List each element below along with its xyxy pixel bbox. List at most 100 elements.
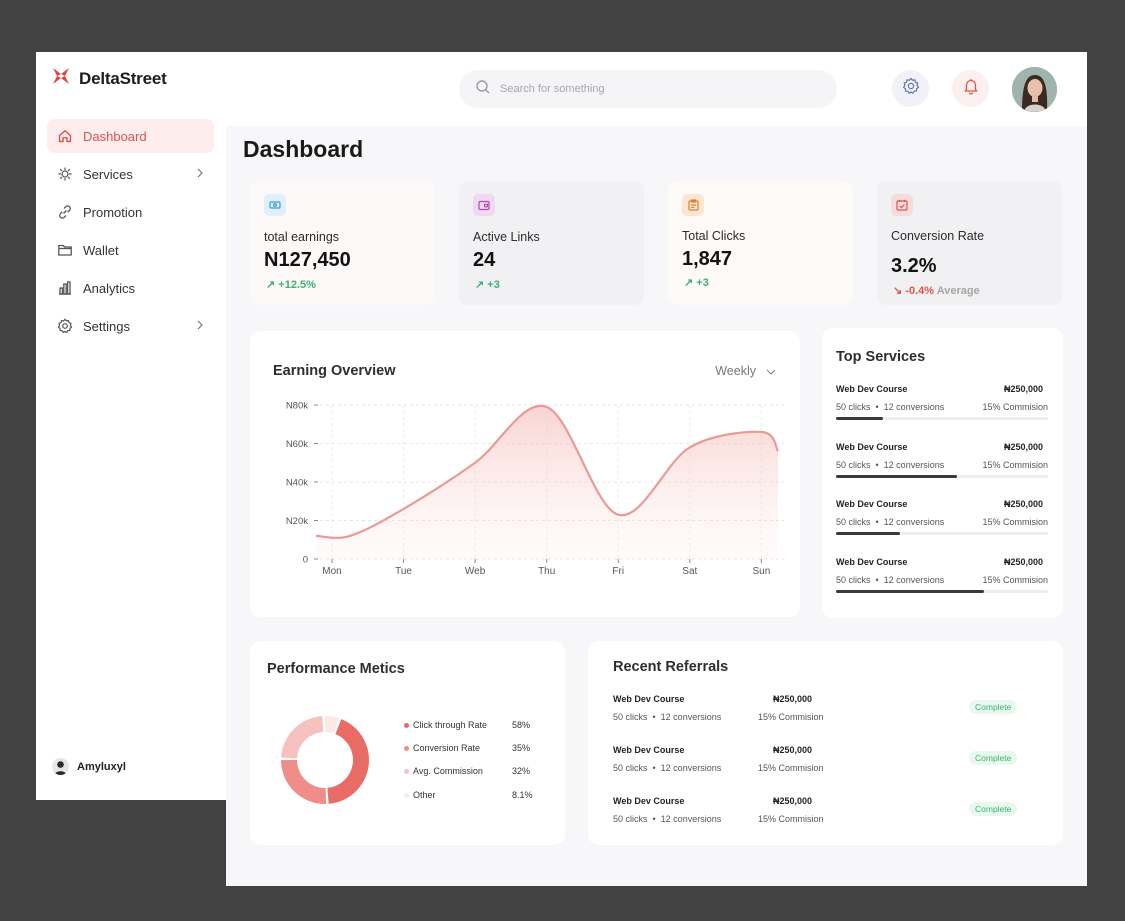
legend-value: 35%: [512, 743, 531, 753]
period-select-value: Weekly: [715, 364, 756, 378]
sidebar-item-services[interactable]: Services: [47, 157, 214, 191]
service-progress: [836, 532, 1048, 535]
sidebar-item-wallet[interactable]: Wallet: [47, 233, 214, 267]
sidebar-item-analytics[interactable]: Analytics: [47, 271, 214, 305]
stat-change: ↗ +3: [684, 276, 709, 289]
search-input[interactable]: [500, 83, 800, 95]
money-icon: [264, 194, 286, 216]
service-progress: [836, 417, 1048, 420]
stat-change: ↗ +12.5%: [266, 278, 316, 291]
sidebar-item-label: Analytics: [83, 280, 136, 296]
x-tick-label: Sat: [682, 566, 697, 577]
stat-label: Conversion Rate: [891, 229, 985, 243]
y-tick-label: N60k: [286, 439, 308, 450]
arrow-up-right-icon: ↗: [684, 277, 694, 289]
arrow-down-right-icon: ↘: [893, 285, 903, 297]
performance-donut-chart: [281, 716, 369, 804]
donut-slice: [281, 760, 327, 804]
folder-icon: [57, 242, 73, 258]
service-item[interactable]: Web Dev Course ₦250,000 50 clicks • 12 c…: [836, 442, 1048, 492]
referral-conversions: 12 conversions: [660, 712, 722, 722]
services-icon: [57, 166, 73, 182]
y-tick-label: N40k: [286, 478, 308, 489]
service-stats: 50 clicks • 12 conversions: [836, 575, 945, 585]
stat-card-conversion-rate: Conversion Rate 3.2% ↘ -0.4% Average: [877, 181, 1062, 305]
notifications-button[interactable]: [952, 70, 989, 107]
user-profile[interactable]: Amyluxyl: [52, 758, 126, 775]
legend-value: 8.1%: [512, 790, 533, 800]
donut-slice: [327, 719, 369, 804]
period-select[interactable]: Weekly: [715, 364, 776, 378]
service-clicks: 50 clicks: [836, 402, 871, 412]
sidebar-item-label: Settings: [83, 318, 130, 334]
settings-button[interactable]: [892, 70, 929, 107]
referral-row[interactable]: Web Dev Course ₦250,000 50 clicks • 12 c…: [613, 745, 1053, 785]
legend-label: Click through Rate: [413, 720, 488, 730]
stat-label: total earnings: [264, 230, 340, 244]
search-icon: [475, 79, 491, 100]
referral-amount: ₦250,000: [773, 745, 813, 755]
recent-referrals-title: Recent Referrals: [613, 659, 729, 675]
service-item[interactable]: Web Dev Course ₦250,000 50 clicks • 12 c…: [836, 384, 1048, 434]
sidebar: DeltaStreet Dashboard Services Promotion: [36, 52, 226, 800]
service-conversions: 12 conversions: [883, 402, 945, 412]
chevron-down-icon: [766, 364, 776, 378]
arrow-up-right-icon: ↗: [266, 279, 276, 291]
user-name: Amyluxyl: [77, 760, 126, 773]
profile-avatar[interactable]: [1012, 67, 1057, 112]
stat-value: 3.2%: [891, 255, 937, 277]
search-bar[interactable]: [459, 70, 837, 108]
referral-conversions: 12 conversions: [660, 763, 722, 773]
top-services-card: Top Services Web Dev Course ₦250,000 50 …: [822, 328, 1063, 618]
stat-card-earnings: total earnings N127,450 ↗ +12.5%: [250, 181, 435, 305]
service-amount: ₦250,000: [1003, 384, 1043, 394]
sidebar-item-promotion[interactable]: Promotion: [47, 195, 214, 229]
service-item[interactable]: Web Dev Course ₦250,000 50 clicks • 12 c…: [836, 499, 1048, 549]
performance-metrics-card: Performance Metics Click through Rate 58…: [250, 641, 565, 845]
sidebar-item-label: Promotion: [83, 204, 143, 220]
service-amount: ₦250,000: [1003, 442, 1043, 452]
stat-value: N127,450: [264, 249, 351, 271]
referral-amount: ₦250,000: [773, 796, 813, 806]
stat-value: 24: [473, 249, 496, 271]
service-progress-fill: [836, 475, 957, 478]
area-fill: [316, 405, 778, 559]
referral-stats: 50 clicks • 12 conversions: [613, 712, 722, 722]
service-progress-fill: [836, 532, 900, 535]
referral-row[interactable]: Web Dev Course ₦250,000 50 clicks • 12 c…: [613, 694, 1053, 734]
sidebar-item-dashboard[interactable]: Dashboard: [47, 119, 214, 153]
link-icon: [57, 204, 73, 220]
stat-change-note: Average: [936, 285, 980, 297]
brand[interactable]: DeltaStreet: [51, 66, 167, 91]
stat-change: ↘ -0.4% Average: [893, 284, 980, 297]
clipboard-icon: [682, 194, 704, 216]
sidebar-item-settings[interactable]: Settings: [47, 309, 214, 343]
referral-clicks: 50 clicks: [613, 712, 648, 722]
service-progress-fill: [836, 590, 985, 593]
gear-icon: [57, 318, 73, 334]
service-stats: 50 clicks • 12 conversions: [836, 460, 945, 470]
bar-chart-icon: [57, 280, 73, 296]
main-content: Dashboard total earnings N127,450 ↗ +12.…: [226, 52, 1087, 886]
legend-value: 32%: [512, 766, 531, 776]
recent-referrals-card: Recent Referrals Web Dev Course ₦250,000…: [588, 641, 1063, 845]
y-tick-label: N20k: [286, 516, 308, 527]
service-progress: [836, 590, 1048, 593]
sidebar-item-label: Dashboard: [83, 128, 147, 144]
calendar-icon: [891, 194, 913, 216]
earning-overview-card: Earning Overview Weekly 0 N20k N40k N60k N80…: [250, 331, 800, 617]
x-tick-label: Tue: [395, 566, 412, 577]
referral-row[interactable]: Web Dev Course ₦250,000 50 clicks • 12 c…: [613, 796, 1053, 836]
referral-conversions: 12 conversions: [660, 814, 722, 824]
service-conversions: 12 conversions: [883, 460, 945, 470]
bell-icon: [962, 77, 980, 100]
sidebar-nav: Dashboard Services Promotion Wallet: [47, 119, 214, 347]
y-tick-label: N80k: [286, 401, 308, 412]
stat-change-value: +3: [487, 279, 500, 291]
service-item[interactable]: Web Dev Course ₦250,000 50 clicks • 12 c…: [836, 557, 1048, 607]
stat-value: 1,847: [682, 248, 733, 270]
arrow-up-right-icon: ↗: [475, 279, 485, 291]
status-badge: Complete: [969, 802, 1018, 816]
service-commission: 15% Commision: [982, 460, 1048, 470]
referral-name: Web Dev Course: [613, 745, 685, 755]
